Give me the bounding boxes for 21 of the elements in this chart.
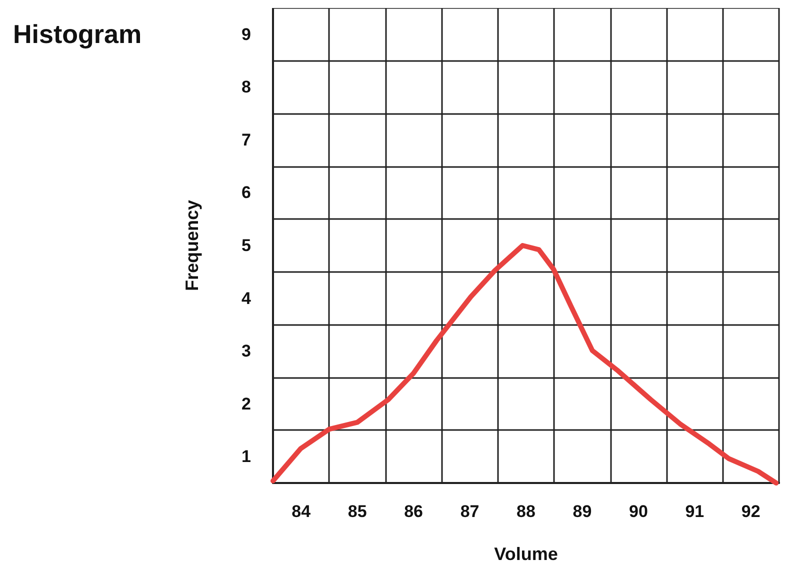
x-tick-label: 86 [404, 502, 424, 521]
y-tick-label: 4 [242, 288, 252, 308]
y-tick-label: 9 [242, 24, 251, 44]
y-tick-label: 8 [242, 78, 251, 97]
chart-title: Histogram [13, 19, 142, 49]
y-tick-label: 3 [242, 342, 251, 361]
x-tick-label: 92 [741, 502, 760, 521]
y-tick-label: 5 [242, 236, 251, 255]
x-tick-label: 90 [628, 502, 648, 521]
y-tick-label: 2 [242, 394, 251, 414]
y-tick-label: 1 [242, 447, 251, 466]
y-axis-title: Frequency [182, 200, 202, 292]
x-tick-label: 88 [516, 502, 536, 521]
x-tick-label: 91 [685, 502, 704, 521]
x-tick-label: 85 [348, 502, 367, 521]
x-axis-title: Volume [494, 544, 558, 564]
y-tick-label: 7 [242, 130, 251, 150]
x-tick-label: 84 [292, 502, 312, 521]
x-tick-label: 87 [460, 502, 480, 521]
y-tick-label: 6 [242, 183, 251, 202]
x-tick-label: 89 [572, 502, 592, 521]
